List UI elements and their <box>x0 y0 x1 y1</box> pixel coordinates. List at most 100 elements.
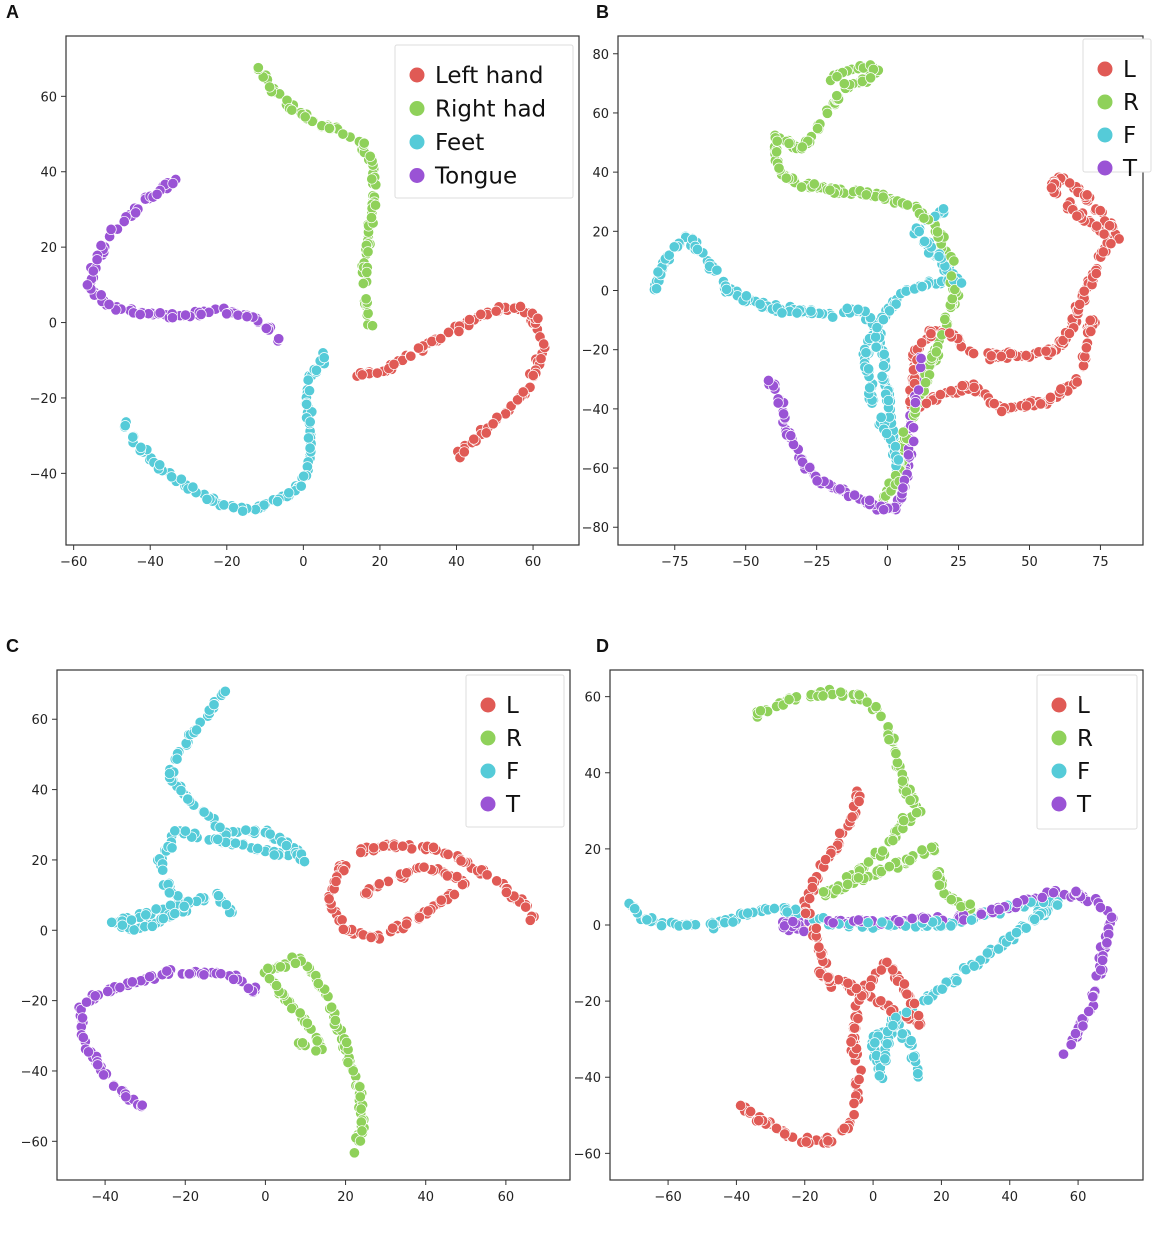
scatter-point <box>663 249 675 261</box>
scatter-point <box>875 710 887 722</box>
scatter-point <box>911 807 923 819</box>
scatter-point <box>800 907 812 919</box>
scatter-point <box>118 215 130 228</box>
scatter-point <box>864 382 876 394</box>
scatter-point <box>442 848 454 860</box>
scatter-point <box>791 307 803 319</box>
scatter-point <box>354 1081 366 1093</box>
scatter-point <box>846 811 858 823</box>
legend-marker <box>1097 127 1113 143</box>
scatter-point <box>146 920 158 932</box>
scatter-point <box>848 1109 860 1121</box>
scatter-point <box>681 919 693 931</box>
x-tick-label: −20 <box>172 1190 199 1205</box>
scatter-point <box>264 81 276 93</box>
x-tick-label: 75 <box>1092 555 1109 570</box>
scatter-point <box>360 887 372 899</box>
scatter-point <box>853 1073 865 1086</box>
scatter-point <box>852 1013 864 1025</box>
scatter-point <box>1063 327 1075 340</box>
scatter-point <box>298 856 311 868</box>
scatter-point <box>865 72 877 84</box>
scatter-point <box>824 184 836 196</box>
scatter-point <box>312 977 324 990</box>
scatter-point <box>916 337 928 349</box>
points-b <box>648 59 1125 516</box>
legend-label: T <box>1076 792 1092 818</box>
scatter-point <box>882 394 894 407</box>
scatter-point <box>875 964 887 976</box>
scatter-point <box>805 305 817 317</box>
y-tick-label: 0 <box>593 919 601 934</box>
scatter-point <box>901 199 913 211</box>
scatter-point <box>913 225 925 238</box>
scatter-point <box>283 487 295 499</box>
x-tick-label: −60 <box>60 555 87 570</box>
scatter-point <box>945 270 957 282</box>
legend-marker <box>480 697 496 713</box>
scatter-point <box>348 1147 360 1159</box>
scatter-point <box>881 956 893 968</box>
scatter-point <box>933 879 946 891</box>
scatter-point <box>480 427 492 439</box>
scatter-point <box>356 1125 368 1137</box>
scatter-point <box>883 734 895 746</box>
scatter-point <box>862 917 874 929</box>
scatter-point <box>916 844 928 856</box>
scatter-point <box>988 398 1000 410</box>
scatter-point <box>228 973 240 985</box>
scatter-point <box>219 685 231 697</box>
x-tick-label: −75 <box>661 555 688 570</box>
scatter-point <box>164 767 176 780</box>
scatter-point <box>114 981 126 994</box>
scatter-point <box>992 943 1005 955</box>
scatter-point <box>841 302 853 314</box>
x-tick-label: 40 <box>417 1190 434 1205</box>
scatter-point <box>975 908 987 920</box>
plot-frame-b <box>617 35 1144 546</box>
scatter-point <box>98 1069 110 1081</box>
scatter-point <box>337 923 349 935</box>
scatter-point <box>812 122 824 135</box>
scatter-point <box>468 433 480 445</box>
scatter-point <box>136 1099 148 1111</box>
legend-label: F <box>1077 759 1090 785</box>
y-tick-label: −20 <box>21 995 48 1010</box>
scatter-point <box>870 331 882 343</box>
scatter-point <box>913 1019 925 1031</box>
scatter-point <box>166 842 178 854</box>
scatter-point <box>323 122 335 134</box>
scatter-point <box>876 916 888 928</box>
scatter-point <box>229 837 242 849</box>
legend-label: R <box>506 726 522 752</box>
scatter-point <box>347 1065 359 1077</box>
scatter-point <box>804 892 816 905</box>
scatter-point <box>721 283 733 295</box>
scatter-point <box>1029 913 1041 925</box>
scatter-point <box>1040 345 1052 357</box>
scatter-point <box>237 505 249 517</box>
scatter-point <box>870 701 882 713</box>
scatter-point <box>178 900 190 912</box>
x-tick-label: −40 <box>137 555 164 570</box>
scatter-point <box>361 266 373 278</box>
scatter-point <box>735 1099 747 1112</box>
scatter-point <box>890 748 902 760</box>
scatter-point <box>260 322 272 334</box>
scatter-point <box>365 212 378 224</box>
scatter-point <box>641 914 653 926</box>
x-tick-label: −50 <box>732 555 759 570</box>
scatter-point <box>827 917 839 929</box>
scatter-point <box>1004 348 1017 360</box>
scatter-point <box>127 431 139 443</box>
scatter-point <box>377 840 390 852</box>
scatter-point <box>524 914 536 926</box>
scatter-point <box>481 869 493 881</box>
scatter-point <box>161 965 173 977</box>
scatter-point <box>1094 901 1107 914</box>
scatter-point <box>1077 1020 1089 1032</box>
scatter-point <box>845 1036 857 1048</box>
scatter-point <box>401 867 413 879</box>
scatter-point <box>182 793 194 805</box>
y-tick-label: −40 <box>30 467 57 482</box>
